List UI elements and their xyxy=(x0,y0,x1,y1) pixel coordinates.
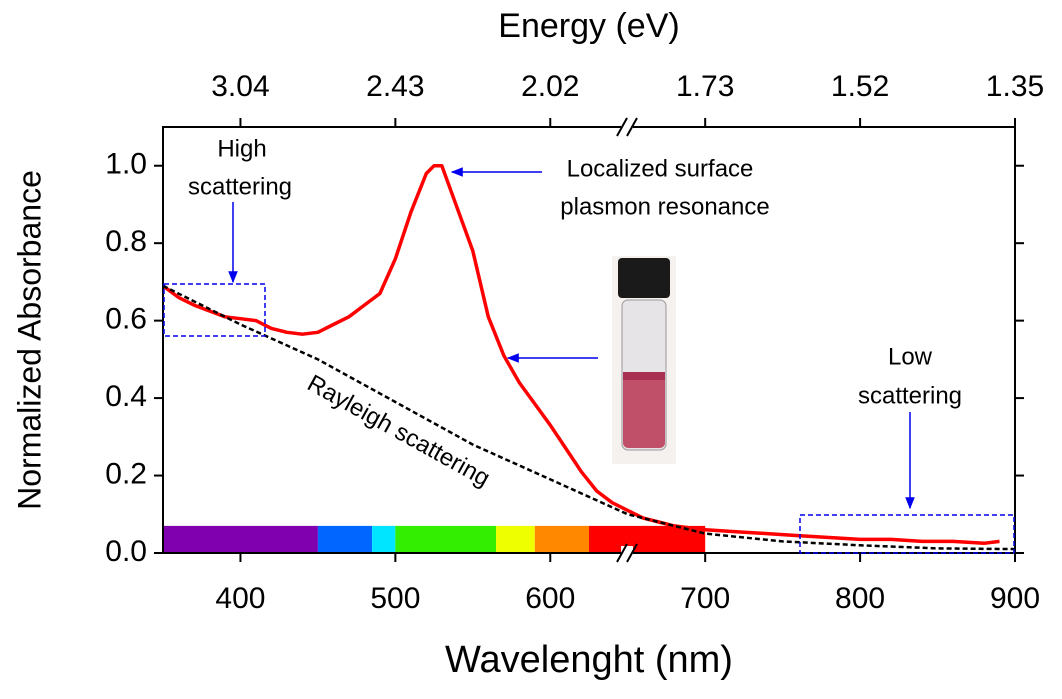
spectrum-band xyxy=(163,525,318,553)
spectrum-band xyxy=(395,525,497,553)
spectrum-band xyxy=(372,525,396,553)
annotation: scattering xyxy=(858,382,962,409)
axis-break xyxy=(616,117,638,563)
highlight-box xyxy=(799,514,1015,554)
x2-tick-label: 2.02 xyxy=(521,70,579,103)
spectrum-band xyxy=(317,525,373,553)
x2-tick-label: 1.73 xyxy=(676,70,734,103)
x2-tick-label: 1.35 xyxy=(986,70,1044,103)
x-tick-label: 400 xyxy=(215,582,265,615)
x2-tick-label: 1.52 xyxy=(831,70,889,103)
annotation: Localized surface xyxy=(567,155,754,182)
x-tick-label: 500 xyxy=(370,582,420,615)
annotation: Low xyxy=(888,343,933,370)
y-tick-label: 0.0 xyxy=(105,535,147,568)
y-tick-label: 0.8 xyxy=(105,225,147,258)
y-tick-label: 1.0 xyxy=(105,148,147,181)
x-axis-title: Wavelenght (nm) xyxy=(445,639,733,681)
spectrum-band xyxy=(496,525,535,553)
y-axis-title: Normalized Absorbance xyxy=(11,170,47,510)
vial-photo xyxy=(612,256,676,464)
spectrum-band xyxy=(534,525,589,553)
y-tick-label: 0.6 xyxy=(105,303,147,336)
plot-frame xyxy=(162,126,1016,554)
annotation: plasmon resonance xyxy=(560,193,769,220)
spectrum-band xyxy=(589,525,706,553)
data-line xyxy=(162,284,1016,551)
y-tick-label: 0.4 xyxy=(105,380,147,413)
x-tick-label: 800 xyxy=(835,582,885,615)
highlight-box xyxy=(163,283,266,337)
x-tick-label: 900 xyxy=(990,582,1040,615)
x2-axis-title: Energy (eV) xyxy=(498,7,679,45)
x2-tick-label: 3.04 xyxy=(211,70,269,103)
x2-tick-label: 2.43 xyxy=(366,70,424,103)
data-line xyxy=(161,163,1000,546)
annotation: Rayleigh scattering xyxy=(303,370,495,493)
x-tick-label: 600 xyxy=(525,582,575,615)
y-tick-label: 0.2 xyxy=(105,457,147,490)
annotation: High xyxy=(217,135,266,162)
annotation-arrow xyxy=(228,167,915,510)
annotation: scattering xyxy=(188,173,292,200)
x-tick-label: 700 xyxy=(680,582,730,615)
